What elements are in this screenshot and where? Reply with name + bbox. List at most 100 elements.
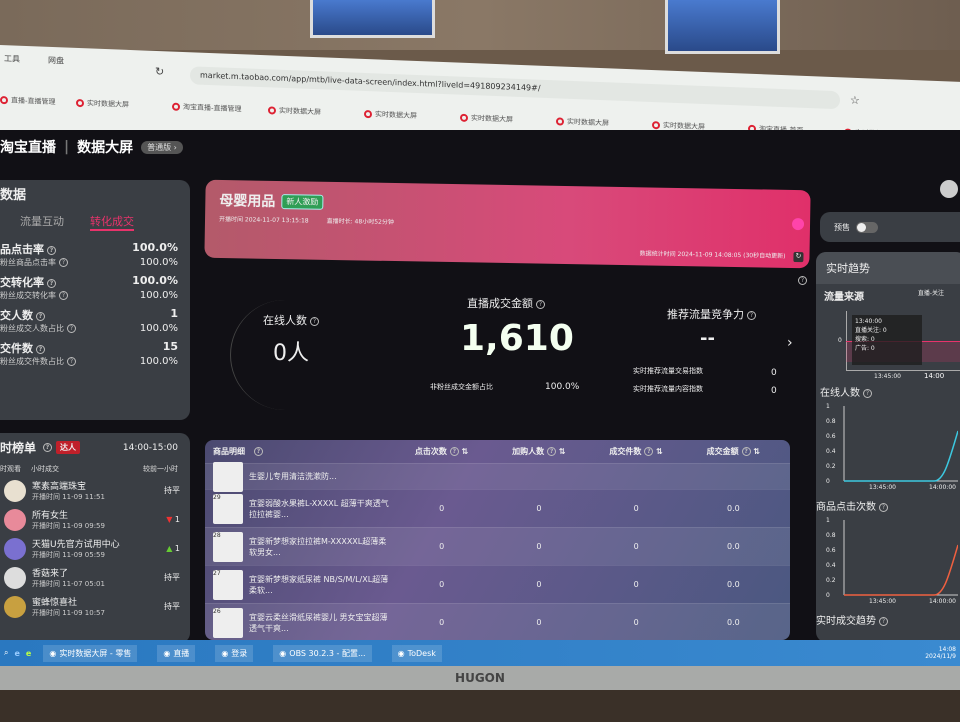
browser-tab[interactable]: 淘宝直播-直播管理: [172, 102, 242, 115]
taskbar-item[interactable]: ◉ ToDesk: [391, 644, 442, 662]
browser-tab[interactable]: 直播-直播管理: [0, 95, 56, 107]
column-header[interactable]: 加购人数? ⇅: [512, 447, 566, 456]
help-icon[interactable]: ?: [879, 616, 888, 626]
refresh-icon[interactable]: ↻: [793, 251, 804, 263]
help-icon[interactable]: ?: [747, 310, 756, 320]
taskbar-item[interactable]: ◉ 直播: [157, 644, 196, 662]
avatar[interactable]: [940, 180, 958, 198]
table-row[interactable]: 26 宜婴云柔丝滑纸尿裤婴儿 男女宝宝超薄透气干爽... 0 0 0 0.0: [205, 603, 790, 640]
live-start-time: 开播时间 11-09 05:59: [32, 551, 105, 559]
search-icon[interactable]: ⌕: [4, 648, 9, 657]
help-icon[interactable]: ?: [536, 299, 545, 309]
sort-icon[interactable]: ⇅: [461, 447, 469, 456]
y-tick: 1: [826, 403, 830, 410]
app-icon: ◉: [397, 648, 405, 658]
filter-watch[interactable]: 时观看: [0, 465, 21, 473]
tab-label: 实时数据大屏: [375, 110, 417, 121]
tab-favicon-icon: [556, 117, 564, 126]
taskbar-item[interactable]: ◉ OBS 30.2.3 - 配置...: [273, 644, 372, 662]
rec-trade-label: 实时推荐流量交易指数: [633, 367, 703, 375]
help-icon[interactable]: ?: [863, 388, 872, 398]
chevron-right-icon[interactable]: ›: [787, 335, 793, 351]
preview-label: 预售: [834, 222, 850, 232]
ranking-item[interactable]: 蜜蜂惊喜社 开播时间 11-09 10:57 持平: [0, 592, 190, 621]
browser-tab[interactable]: 实时数据大屏: [364, 109, 417, 121]
taskbar-item[interactable]: ◉ 登录: [215, 644, 254, 662]
sort-icon[interactable]: ⇅: [753, 447, 761, 456]
browser-tab[interactable]: 实时数据大屏: [460, 113, 513, 125]
help-icon[interactable]: ?: [67, 357, 76, 366]
table-row[interactable]: 29 宜婴弱酸水果裤L-XXXXL 超薄干爽透气拉拉裤婴... 0 0 0 0.0: [205, 489, 790, 527]
version-button[interactable]: 普通版 ›: [141, 140, 183, 154]
tab-favicon-icon: [76, 98, 84, 108]
help-icon[interactable]: ?: [798, 276, 807, 285]
tab-label: 直播-直播管理: [11, 96, 56, 107]
help-icon[interactable]: ?: [47, 278, 56, 288]
live-start-time: 开播时间 11-07 05:01: [32, 580, 105, 588]
reload-icon[interactable]: ↻: [155, 64, 165, 79]
metric-sub-label: 粉丝成交件数占比: [0, 357, 64, 366]
help-icon[interactable]: ?: [741, 447, 751, 456]
cell-amount: 0.0: [727, 618, 740, 627]
sort-icon[interactable]: ⇅: [656, 447, 663, 456]
metric-label: 交件数: [0, 342, 33, 355]
metric-sub-row: 粉丝成交人数占比? 100.0%: [0, 323, 190, 334]
help-icon[interactable]: ?: [310, 316, 319, 326]
table-row[interactable]: 生婴儿专用清洁洗漱防...: [205, 461, 790, 492]
bookmark-tools[interactable]: 工具: [4, 54, 20, 64]
column-header[interactable]: 点击次数? ⇅: [414, 447, 469, 456]
help-icon[interactable]: ?: [59, 291, 68, 300]
app-header: 淘宝直播 | 数据大屏 普通版 ›: [0, 132, 183, 162]
help-icon[interactable]: ?: [59, 258, 68, 267]
taskbar: ⌕ e e ◉ 实时数据大屏 - 零售 ◉ 直播 ◉ 登录 ◉ OBS 30.2.3 - 配置…: [0, 640, 960, 666]
help-icon[interactable]: ?: [36, 344, 45, 354]
x-tick: 13:45:00: [869, 598, 896, 605]
ranking-item[interactable]: 所有女生 开播时间 11-09 09:59 ▼ 1: [0, 505, 190, 534]
avatar: [4, 566, 26, 589]
browser-tab[interactable]: 实时数据大屏: [556, 116, 609, 128]
tooltip-line: 广告: 0: [855, 345, 875, 352]
clock[interactable]: 14:08: [938, 646, 956, 653]
ranking-item[interactable]: 香菇来了 开播时间 11-07 05:01 持平: [0, 563, 190, 592]
date[interactable]: 2024/11/9: [925, 653, 956, 660]
metric-sub-row: 粉丝成交转化率? 100.0%: [0, 290, 190, 301]
column-header[interactable]: 成交件数? ⇅: [609, 447, 663, 456]
help-icon[interactable]: ?: [67, 324, 76, 333]
ranking-item[interactable]: 寒素高端珠宝 开播时间 11-09 11:51 持平: [0, 476, 190, 505]
tab-traffic[interactable]: 流量互动: [20, 215, 64, 228]
help-icon[interactable]: ?: [43, 443, 53, 452]
column-header[interactable]: 成交金额? ⇅: [706, 447, 761, 456]
online-chart: 1 0.8 0.6 0.4 0.2 0 13:45:00 14:00:00: [824, 401, 959, 496]
help-icon[interactable]: ?: [47, 245, 56, 255]
help-icon[interactable]: ?: [879, 502, 888, 512]
table-row[interactable]: 27 宜婴新梦想家纸尿裤 NB/S/M/L/XL超薄柔软... 0 0 0 0.0: [205, 565, 790, 603]
help-icon[interactable]: ?: [644, 447, 654, 456]
help-icon[interactable]: ?: [449, 447, 459, 456]
help-icon[interactable]: ?: [254, 447, 263, 456]
browser-tab[interactable]: 实时数据大屏: [76, 98, 129, 110]
filter-hour-deal[interactable]: 小时成交: [31, 465, 59, 473]
bookmark-netdisk[interactable]: 网盘: [48, 55, 64, 66]
address-bar[interactable]: market.m.taobao.com/app/mtb/live-data-sc…: [190, 66, 840, 110]
host-name: 所有女生: [32, 511, 69, 521]
browser-icon[interactable]: e: [25, 648, 32, 658]
ranking-badge[interactable]: 达人: [56, 441, 81, 454]
live-banner: 母婴用品 新人激励 开播时间 2024-11-07 13:15:18 直播时长:…: [204, 179, 811, 269]
product-thumbnail: 26: [213, 607, 243, 638]
table-row[interactable]: 28 宜婴新梦想家拉拉裤M-XXXXXL超薄柔软男女... 0 0 0 0.0: [205, 527, 790, 565]
taskbar-item[interactable]: ◉ 实时数据大屏 - 零售: [43, 644, 138, 662]
tooltip-line: 直播关注: 0: [855, 327, 887, 334]
taskbar-label: 实时数据大屏 - 零售: [59, 648, 132, 658]
preview-toggle[interactable]: [856, 221, 878, 233]
sort-icon[interactable]: ⇅: [558, 447, 566, 456]
ie-icon[interactable]: e: [14, 648, 20, 658]
x-tick: 13:45:00: [874, 373, 901, 380]
bookmark-star-icon[interactable]: ☆: [850, 93, 860, 108]
ranking-item[interactable]: 天猫U先官方试用中心 开播时间 11-09 05:59 ▲ 1: [0, 534, 190, 563]
metric-sub-label: 粉丝成交人数占比: [0, 324, 64, 333]
cell-orders: 0: [633, 580, 639, 589]
browser-tab[interactable]: 实时数据大屏: [268, 105, 321, 117]
help-icon[interactable]: ?: [547, 447, 557, 456]
help-icon[interactable]: ?: [36, 311, 45, 321]
tab-conversion[interactable]: 转化成交: [90, 213, 134, 231]
